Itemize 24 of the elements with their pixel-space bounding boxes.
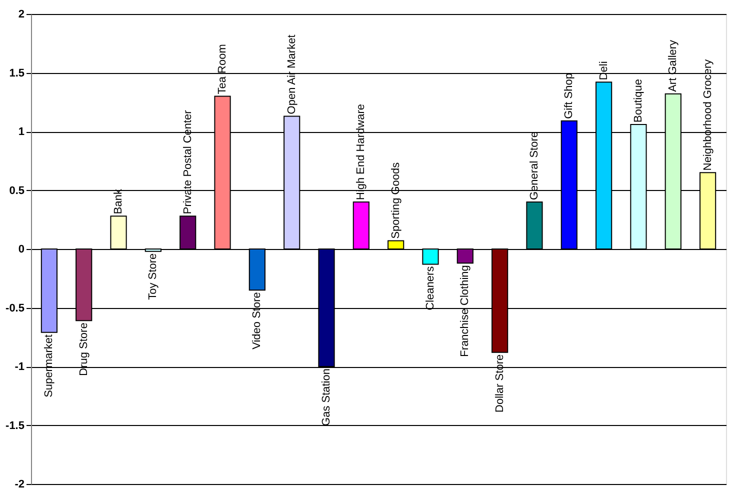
y-tick-label: 0.5 (9, 184, 24, 197)
x-tick-label: Tea Room (216, 44, 229, 94)
y-tick-label: 1.5 (9, 67, 24, 80)
y-tick-label: -0.5 (6, 302, 24, 314)
x-tick-label: Dollar Store (494, 354, 506, 412)
x-tick-label: Franchise Clothing (459, 265, 472, 357)
y-tick-label: -1 (14, 361, 24, 373)
x-tick-label: Sporting Goods (390, 162, 402, 239)
x-tick-label: Supermarket (43, 334, 56, 398)
x-tick-label: Gas Station (320, 368, 333, 426)
y-tick-label: 0 (18, 244, 24, 256)
x-tick-label: Cleaners (424, 266, 436, 310)
y-tick-label: 2 (18, 8, 24, 20)
x-tick-label: Neighborhood Grocery (702, 58, 714, 171)
x-tick-label: Gift Shop (563, 73, 576, 119)
x-tick-label: Video Store (251, 292, 264, 350)
y-tick-label: 1 (18, 126, 24, 138)
y-tick-label: -2 (14, 478, 24, 490)
x-tick-label: Boutique (632, 79, 644, 122)
x-tick-label: Drug Store (78, 322, 90, 376)
x-tick-label: Toy Store (147, 253, 160, 300)
x-tick-label: Bank (112, 188, 125, 214)
y-tick-label: -1.5 (6, 420, 24, 432)
x-tick-label: General Store (528, 132, 540, 200)
